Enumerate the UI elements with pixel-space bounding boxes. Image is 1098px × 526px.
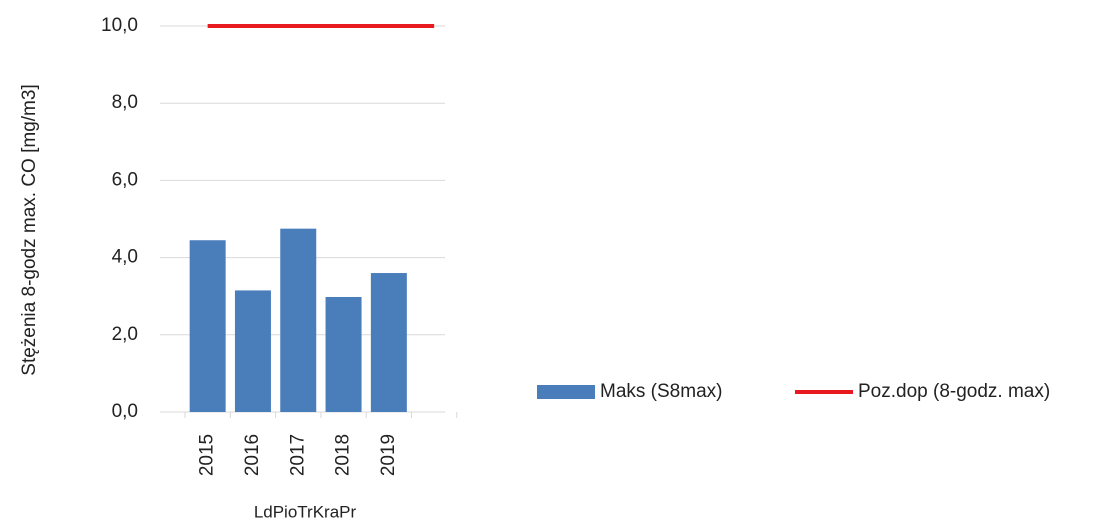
x-axis-title: LdPioTrKraPr: [254, 502, 357, 521]
legend-label: Maks (S8max): [600, 381, 722, 402]
bar: [189, 240, 226, 412]
y-tick-label: 0,0: [112, 401, 138, 422]
legend-label: Poz.dop (8-godz. max): [858, 381, 1050, 402]
y-axis-title: Stężenia 8-godz max. CO [mg/m3]: [19, 84, 40, 375]
bar: [234, 290, 271, 412]
x-tick-label: 2017: [287, 434, 308, 476]
bar: [280, 228, 317, 412]
y-tick-label: 2,0: [112, 324, 138, 345]
legend-swatch: [537, 385, 595, 399]
y-tick-label: 10,0: [101, 15, 138, 36]
y-tick-label: 6,0: [112, 169, 138, 190]
bar: [370, 273, 407, 412]
x-tick-label: 2015: [197, 434, 218, 476]
x-tick-label: 2019: [378, 434, 399, 476]
y-tick-label: 4,0: [112, 247, 138, 268]
x-tick-label: 2018: [333, 434, 354, 476]
bar: [325, 296, 362, 412]
y-tick-label: 8,0: [112, 92, 138, 113]
x-tick-label: 2016: [242, 434, 263, 476]
